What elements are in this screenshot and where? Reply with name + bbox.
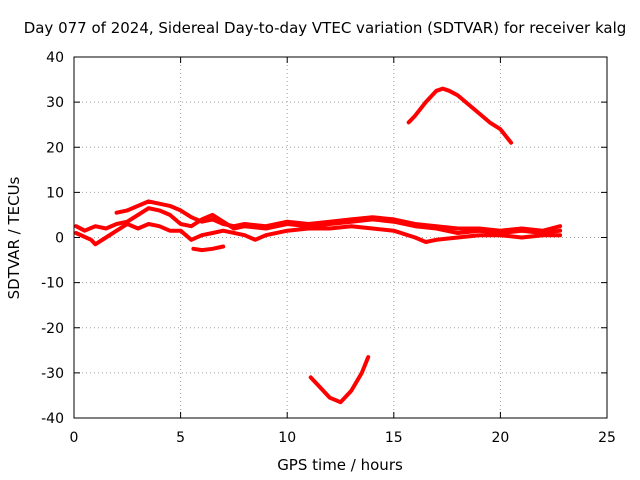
series-line-band-b <box>74 222 563 247</box>
y-tick-label: -30 <box>41 366 64 382</box>
tick-labels: 0 5 10 15 20 25 -40 -30 -20 -10 0 10 20 30 40 <box>41 50 616 446</box>
y-tick-label: 0 <box>55 231 64 247</box>
y-tick-label: 10 <box>46 185 64 201</box>
series-line-band-c <box>114 199 563 233</box>
x-tick-label: 20 <box>491 430 509 446</box>
x-tick-label: 25 <box>598 430 616 446</box>
series-line-segment-e <box>406 86 514 145</box>
x-axis-title: GPS time / hours <box>277 456 403 474</box>
x-tick-label: 5 <box>176 430 185 446</box>
series-line-band-a <box>74 206 563 235</box>
series-line-segment-d <box>191 244 226 253</box>
y-tick-label: -40 <box>41 411 64 427</box>
chart-title: Day 077 of 2024, Sidereal Day-to-day VTE… <box>24 19 627 37</box>
y-tick-label: 20 <box>46 140 64 156</box>
x-tick-label: 0 <box>70 430 79 446</box>
x-tick-label: 15 <box>385 430 403 446</box>
y-tick-label: 30 <box>46 95 64 111</box>
y-tick-label: -10 <box>41 276 64 292</box>
y-tick-label: 40 <box>46 50 64 66</box>
x-tick-label: 10 <box>278 430 296 446</box>
axis-ticks <box>73 56 608 419</box>
series-line-segment-f <box>308 355 371 405</box>
y-tick-label: -20 <box>41 321 64 337</box>
series-layer <box>74 86 563 405</box>
y-axis-title: SDTVAR / TECUs <box>5 176 23 299</box>
